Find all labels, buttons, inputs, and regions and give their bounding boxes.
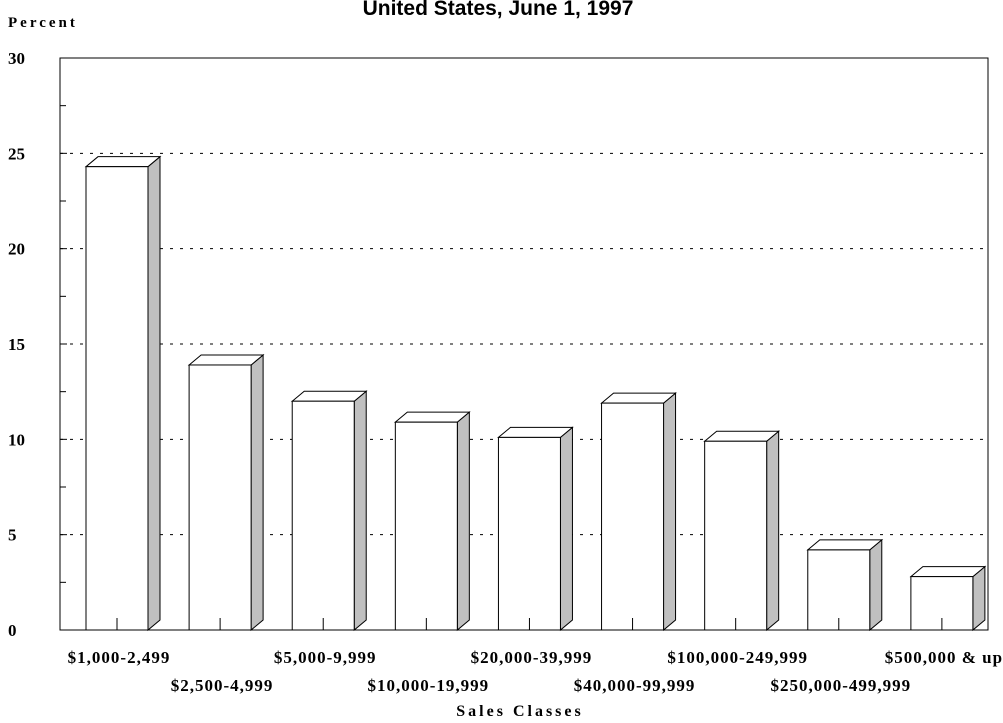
bar-group bbox=[393, 411, 471, 632]
x-tick-label: $1,000-2,499 bbox=[68, 648, 171, 667]
bar-top bbox=[290, 390, 368, 402]
x-axis: $1,000-2,499$2,500-4,999$5,000-9,999 $10,… bbox=[68, 618, 1003, 695]
y-tick-label: 25 bbox=[8, 144, 25, 163]
bar-group bbox=[600, 392, 677, 632]
bars bbox=[84, 155, 987, 632]
bar bbox=[497, 436, 561, 631]
bar-group bbox=[497, 426, 574, 632]
bar-top bbox=[187, 354, 265, 366]
y-tick-label: 5 bbox=[8, 526, 17, 545]
bar-top bbox=[393, 411, 471, 423]
bar-side bbox=[353, 390, 367, 632]
bar bbox=[85, 166, 149, 631]
y-tick-label: 0 bbox=[8, 621, 17, 640]
bar bbox=[291, 400, 355, 631]
bar bbox=[601, 402, 665, 631]
bar-side bbox=[869, 538, 883, 632]
bar-side bbox=[559, 426, 573, 632]
bar-top bbox=[600, 392, 677, 404]
chart-title: United States, June 1, 1997 bbox=[363, 0, 634, 20]
bar bbox=[188, 364, 252, 631]
bar-group bbox=[290, 390, 368, 632]
bar-side bbox=[147, 155, 161, 632]
y-axis-label: Percent bbox=[8, 15, 78, 31]
x-axis-label: Sales Classes bbox=[456, 703, 583, 720]
x-tick-label: $40,000-99,999 bbox=[574, 676, 696, 695]
x-tick-label: $10,000-19,999 bbox=[367, 676, 489, 695]
bar-top bbox=[84, 156, 162, 168]
bar-top bbox=[806, 539, 884, 551]
y-tick-label: 30 bbox=[8, 49, 25, 68]
x-tick-label: $20,000-39,999 bbox=[471, 648, 593, 667]
bar bbox=[704, 440, 768, 631]
x-tick-label: $250,000-499,999 bbox=[770, 676, 911, 695]
y-axis: 0 5 10 15 20 25 30 bbox=[8, 49, 67, 640]
bar-group bbox=[806, 538, 884, 632]
bar-side bbox=[766, 430, 780, 632]
bar-side bbox=[972, 565, 986, 632]
bar-side bbox=[456, 411, 470, 632]
bar-top bbox=[909, 566, 987, 578]
bar-top bbox=[497, 426, 574, 438]
x-tick-label: $2,500-4,999 bbox=[171, 676, 274, 695]
bar bbox=[394, 421, 458, 631]
y-tick-label: 10 bbox=[8, 430, 25, 449]
x-tick-label: $500,000 & up bbox=[885, 648, 1003, 667]
bar-group bbox=[703, 430, 781, 632]
y-tick-label: 15 bbox=[8, 335, 25, 354]
x-tick-label: $5,000-9,999 bbox=[274, 648, 377, 667]
bar-group bbox=[84, 155, 162, 632]
bar-top bbox=[703, 430, 781, 442]
bar bbox=[807, 549, 871, 631]
bar-group bbox=[909, 565, 987, 632]
bar-side bbox=[250, 353, 264, 632]
bar-group bbox=[187, 353, 265, 632]
x-tick-label: $100,000-249,999 bbox=[667, 648, 808, 667]
bar-side bbox=[663, 392, 677, 632]
y-tick-label: 20 bbox=[8, 240, 25, 259]
